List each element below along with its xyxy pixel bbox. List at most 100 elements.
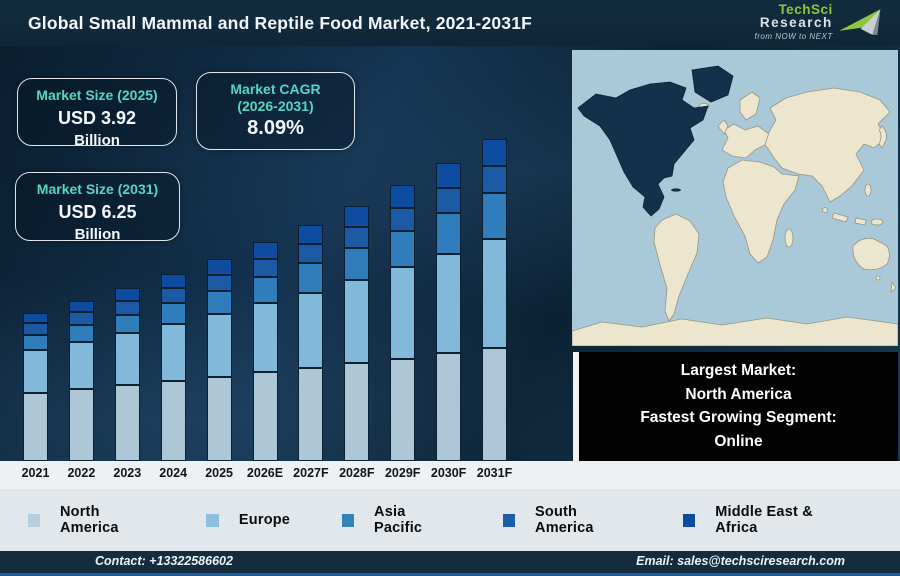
bar-segment [114,288,140,301]
logo-brand-primary: TechSci [778,2,833,17]
legend-label: North America [59,504,119,536]
bar-segment [160,302,186,325]
stat-value: USD 3.92 [57,108,137,128]
bar-segment [206,314,232,378]
legend-swatch-icon [503,513,516,527]
stat-label: Market CAGR [230,81,321,97]
legend-label: Middle East & Africa [715,504,813,536]
bar-segment [206,274,232,292]
x-axis-label: 2029F [384,466,421,480]
legend-item: Europe [205,512,291,528]
market-highlight-box: Largest Market: North America Fastest Gr… [573,352,898,461]
legend-label: Asia Pacific [374,504,423,536]
highlight-line: Fastest Growing Segment: [640,409,837,426]
x-axis-label: 2028F [339,466,375,480]
legend-swatch-icon [683,513,696,527]
x-axis-label: 2026E [246,466,284,480]
bar-segment [390,184,416,208]
bar-segment [114,333,140,386]
bar-segment [68,300,94,313]
contact-email: Email: sales@techsciresearch.com [636,554,845,568]
market-size-2025-box: Market Size (2025) USD 3.92 Billion [17,78,177,149]
stat-unit: Billion [74,132,120,149]
bar-segment [482,238,507,349]
stat-label: Market Size (2025) [36,87,158,103]
bar-segment [252,277,278,304]
logo-tagline: from NOW to NEXT [754,32,833,41]
stat-value: USD 6.25 [58,202,137,222]
x-axis-label: 2021 [21,466,50,480]
stat-period: (2026-2031) [237,98,314,114]
bar-2026E [252,242,278,461]
bar-segment [68,341,94,389]
bar-segment [298,292,324,369]
legend-label: Europe [238,512,291,528]
bar-segment [206,259,232,275]
bar-segment [114,385,140,461]
x-axis-label: 2031F [476,466,513,480]
market-cagr-box: Market CAGR (2026-2031) 8.09% [196,72,355,150]
bar-2022 [68,300,94,461]
bar-segment [23,312,48,324]
x-axis: 2021 2022 2023 2024 2025 2026E 2027F 2028F 2029F… [0,461,900,489]
bar-segment [390,230,416,268]
bar-segment [252,242,278,260]
legend-label: South America [535,504,594,536]
bar-segment [114,300,140,315]
bar-2025 [206,259,232,461]
bar-segment [390,207,416,231]
market-size-2031-box: Market Size (2031) USD 6.25 Billion [15,172,180,243]
chart-legend: North America Europe Asia Pacific South Ame… [0,489,900,551]
bar-segment [206,291,232,315]
bar-segment [160,287,186,303]
x-axis-label: 2030F [430,466,467,480]
bar-segment [390,358,416,461]
legend-swatch-icon [342,513,355,527]
legend-item: South America [503,504,631,536]
bar-segment [344,206,370,227]
legend-item: Middle East & Africa [683,504,848,536]
stacked-bar-chart [0,46,570,461]
x-axis-label: 2022 [67,466,96,480]
logo-arrow-icon [838,9,881,35]
bar-segment [344,226,370,248]
bar-2029F [390,184,416,461]
bar-segment [344,247,370,281]
world-map [572,50,898,346]
bar-segment [206,377,232,461]
bar-segment [114,314,140,334]
bar-segment [344,280,370,364]
stat-label: Market Size (2031) [36,181,159,197]
bar-segment [68,325,94,342]
bar-segment [160,324,186,382]
bar-segment [68,388,94,461]
bar-segment [23,334,48,350]
right-panel: Largest Market: North America Fastest Gr… [570,46,900,461]
logo-brand-secondary: Research [759,15,833,30]
stat-unit: Billion [74,226,121,243]
bar-segment [23,323,48,335]
bar-segment [160,273,186,288]
bar-segment [23,349,48,393]
bar-segment [482,165,507,194]
x-axis-label: 2023 [113,466,142,480]
bar-segment [252,372,278,461]
map-region-north-america [577,81,709,217]
bar-segment [436,187,462,213]
bar-segment [298,368,324,461]
techsci-logo: TechSci Research from NOW to NEXT [703,3,888,43]
footer-bar: Contact: +13322586602 Email: sales@techs… [0,551,900,576]
bar-segment [160,381,186,461]
bar-segment [252,259,278,278]
bar-segment [252,303,278,373]
legend-item: North America [28,504,154,536]
legend-swatch-icon [28,513,40,527]
x-axis-label: 2027F [293,466,329,480]
bar-segment [23,393,48,461]
highlight-line: North America [685,385,792,403]
bar-2030F [436,162,462,461]
bar-segment [482,138,507,166]
bar-segment [436,162,462,188]
title-bar: Global Small Mammal and Reptile Food Mar… [0,0,900,46]
